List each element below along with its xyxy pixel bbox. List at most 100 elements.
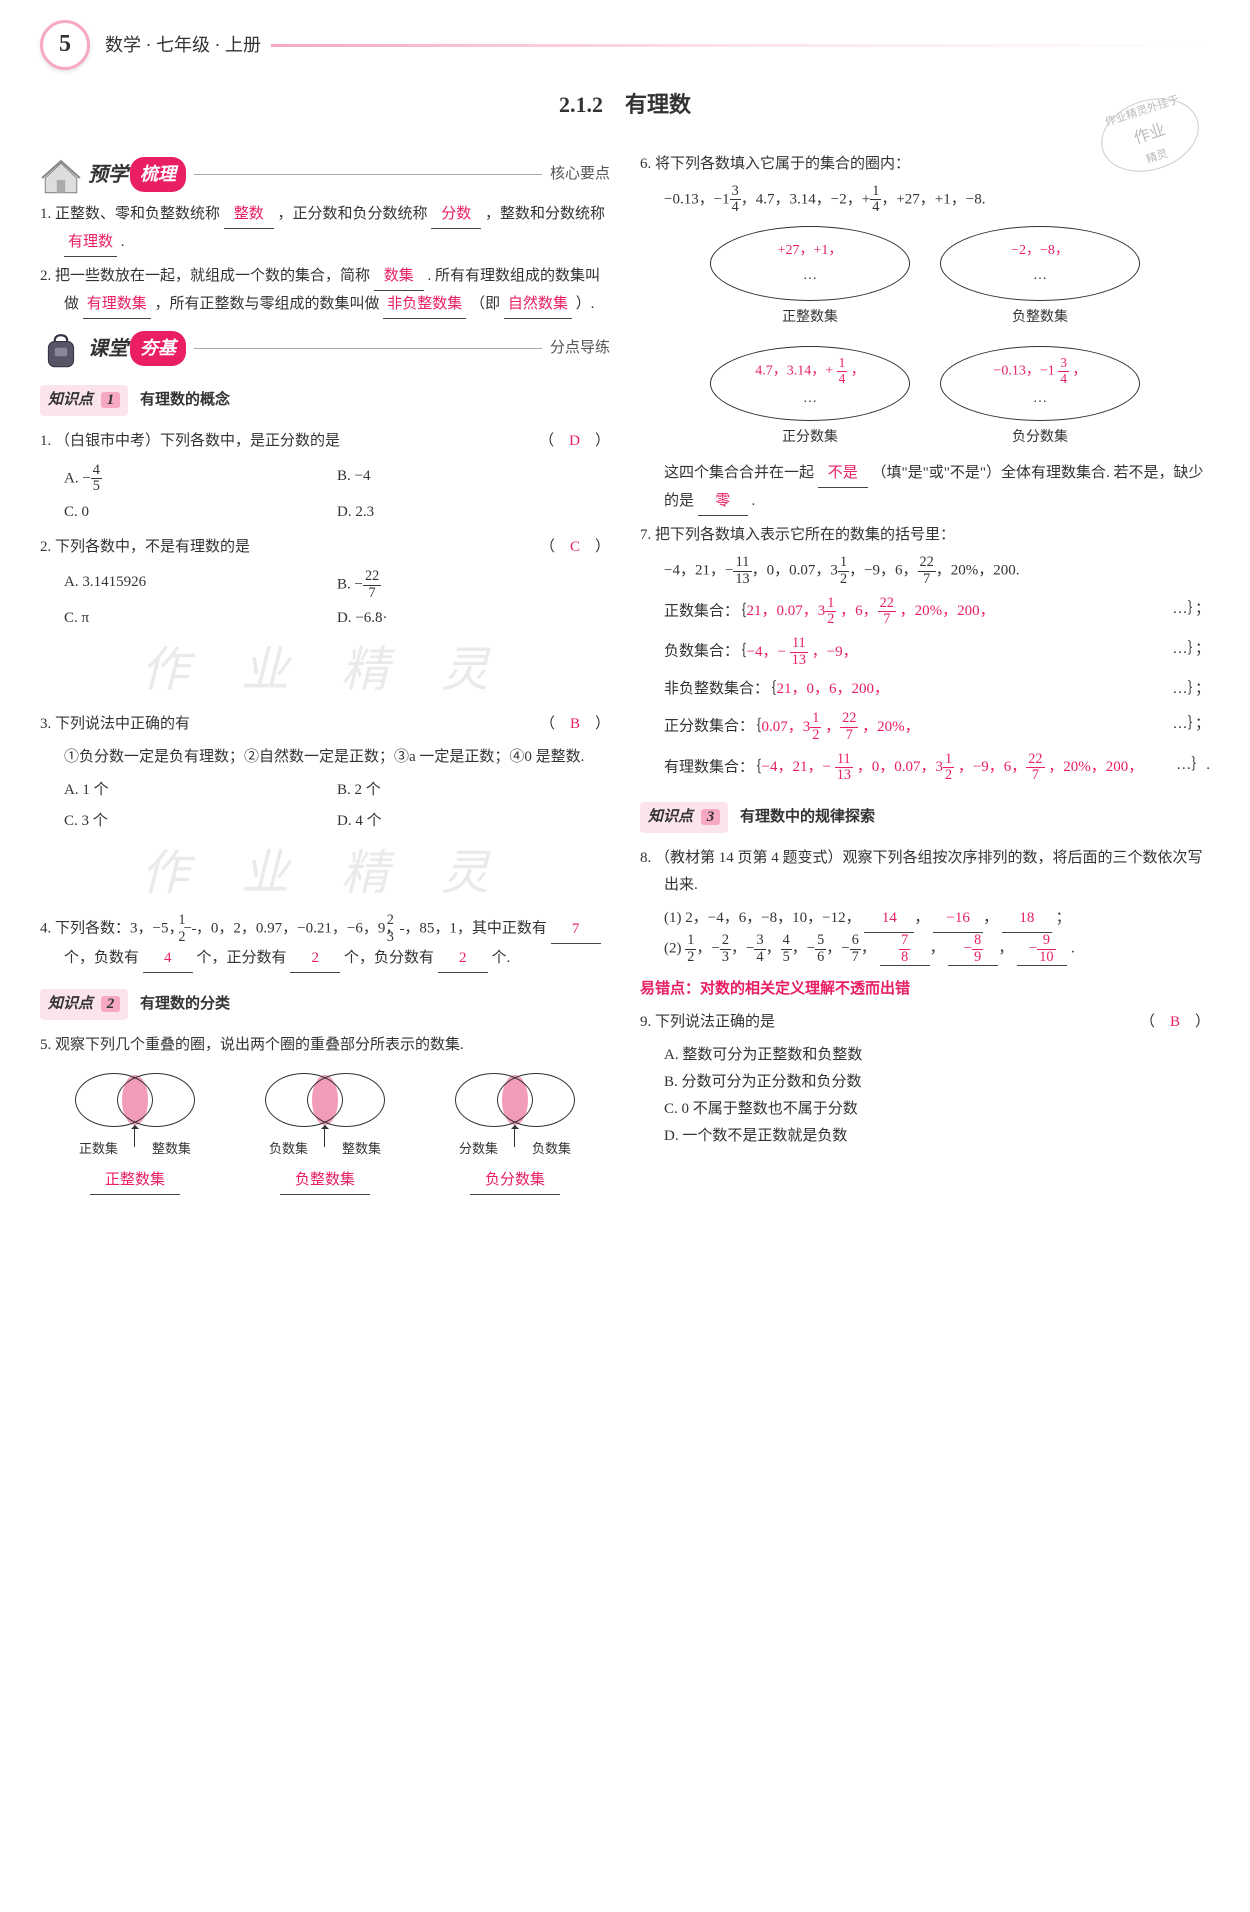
text: 个，负分数有 [344, 950, 434, 966]
q3-statements: ①负分数一定是负有理数；②自然数一定是正数；③a 一定是正数；④0 是整数. [40, 744, 610, 771]
option-c: C. 3 个 [64, 806, 337, 837]
venn-item: 分数集负数集 负分数集 [445, 1067, 585, 1194]
kp-badge: 知识点 3 [640, 802, 728, 833]
section-title: 2.1.2 有理数 [40, 85, 1210, 125]
text: ； [1056, 910, 1071, 926]
venn-item: 负数集整数集 负整数集 [255, 1067, 395, 1194]
heading-main: 预学 [88, 157, 128, 193]
answer-blank: 不是 [818, 460, 868, 488]
answer-blank: −89 [948, 933, 998, 966]
preview-heading: 预学 梳理 核心要点 [40, 157, 610, 193]
two-column-layout: 预学 梳理 核心要点 1. 正整数、零和负整数统称 整数 ，正分数和负分数统称 … [40, 145, 1210, 1203]
header-rule [271, 44, 1210, 47]
text: （即 [470, 296, 500, 312]
oval-set: −0.13，−1 34 ，…负分数集 [940, 346, 1140, 450]
error-note: 易错点：对数的相关定义理解不透而出错 [640, 976, 1210, 1003]
knowledge-point-2: 知识点 2 有理数的分类 [40, 979, 610, 1026]
answer: B [1170, 1014, 1180, 1030]
answer-blank: 零 [698, 488, 748, 516]
set-line: 正分数集合：｛0.07，312 ，227 ，20%，…｝； [640, 711, 1210, 743]
q7-sets: 正数集合：｛21，0.07，312 ，6，227 ，20%，200，…｝；负数集… [640, 596, 1210, 784]
option-d: D. −6.8·· [337, 603, 610, 634]
oval-set: 4.7，3.14，+ 14 ，…正分数集 [710, 346, 910, 450]
option-a: A. −45 [64, 461, 337, 497]
answer-blank: 4 [143, 945, 193, 973]
pre-question-1: 1. 正整数、零和负整数统称 整数 ，正分数和负分数统称 分数 ，整数和分数统称… [40, 201, 610, 257]
kp-label: 知识点 [648, 809, 693, 825]
kp-label: 知识点 [48, 996, 93, 1012]
q3-options: A. 1 个 B. 2 个 C. 3 个 D. 4 个 [40, 775, 610, 837]
knowledge-point-3: 知识点 3 有理数中的规律探索 [640, 792, 1210, 839]
question-8: 8. （教材第 14 页第 4 题变式）观察下列各组按次序排列的数，将后面的三个… [640, 845, 1210, 899]
option-a: A. 整数可分为正整数和负整数 [640, 1042, 1210, 1069]
answer-blank: 2 [438, 945, 488, 973]
q1-options: A. −45 B. −4 C. 0 D. 2.3 [40, 461, 610, 528]
question-6: 6. 将下列各数填入它属于的集合的圈内： [640, 151, 1210, 178]
answer-blank: 数集 [374, 263, 424, 291]
question-2: 2. 下列各数中，不是有理数的是 （ C ） [40, 534, 610, 561]
venn-diagrams: 正数集整数集 正整数集 负数集整数集 负整数集 分数集负数集 负分数集 [40, 1067, 610, 1194]
text: ，正分数和负分数统称 [278, 206, 428, 222]
text: 个，正分数有 [197, 950, 287, 966]
answer-blank: 有理数 [64, 229, 117, 257]
heading-sub: 分点导练 [550, 335, 610, 362]
house-icon [40, 157, 82, 193]
heading-pill: 夯基 [130, 331, 186, 365]
option-b: B. 2 个 [337, 775, 610, 806]
text: 个，负数有 [64, 950, 139, 966]
text: 1. 正整数、零和负整数统称 [40, 206, 220, 222]
answer-blank: −910 [1017, 933, 1067, 966]
kp-title: 有理数中的规律探索 [740, 809, 875, 825]
answer-blank: 78 [880, 933, 930, 966]
text: 2. 把一些数放在一起，就组成一个数的集合，简称 [40, 268, 370, 284]
q6-tail: 这四个集合合并在一起 不是 （填"是"或"不是"）全体有理数集合. 若不是，缺少… [640, 460, 1210, 516]
oval-set: −2，−8，…负整数集 [940, 226, 1140, 330]
heading-line [194, 174, 542, 175]
text: (1) 2，−4，6，−8，10，−12， [664, 910, 861, 926]
text: 这四个集合合并在一起 [664, 465, 814, 481]
set-line: 有理数集合：｛−4，21，− 1113 ，0，0.07，312 ，−9，6，22… [640, 752, 1210, 784]
heading-pill: 梳理 [130, 157, 186, 191]
question-5: 5. 观察下列几个重叠的圈，说出两个圈的重叠部分所表示的数集. [40, 1032, 610, 1059]
question-1: 1. （白银市中考）下列各数中，是正分数的是 （ D ） [40, 428, 610, 455]
stem: 9. 下列说法正确的是 [640, 1014, 775, 1030]
answer-blank: 分数 [431, 201, 481, 229]
answer: D [569, 433, 580, 449]
answer-blank: 有理数集 [83, 291, 151, 319]
option-a: A. 1 个 [64, 775, 337, 806]
page-number-badge: 5 [40, 20, 90, 70]
answer-blank: 14 [864, 905, 914, 933]
text: 个. [492, 950, 511, 966]
knowledge-point-1: 知识点 1 有理数的概念 [40, 375, 610, 422]
kp-num: 3 [701, 809, 721, 825]
q8-p1: (1) 2，−4，6，−8，10，−12， 14， −16， 18 ； [640, 905, 1210, 933]
option-d: D. 一个数不是正数就是负数 [640, 1123, 1210, 1150]
option-b: B. −4 [337, 461, 610, 497]
option-b: B. 分数可分为正分数和负分数 [640, 1069, 1210, 1096]
text: ，所有正整数与零组成的数集叫做 [155, 296, 380, 312]
option-d: D. 4 个 [337, 806, 610, 837]
watermark: 作 业 精 灵 [40, 628, 610, 714]
question-3: 3. 下列说法中正确的有 （ B ） [40, 711, 610, 738]
heading-line [194, 348, 542, 349]
kp-badge: 知识点 1 [40, 385, 128, 416]
question-7: 7. 把下列各数填入表示它所在的数集的括号里： [640, 522, 1210, 549]
backpack-icon [40, 331, 82, 367]
left-column: 预学 梳理 核心要点 1. 正整数、零和负整数统称 整数 ，正分数和负分数统称 … [40, 145, 610, 1203]
option-c: C. π [64, 603, 337, 634]
answer-blank: 非负整数集 [383, 291, 466, 319]
stem: 3. 下列说法中正确的有 [40, 716, 190, 732]
kp-title: 有理数的概念 [140, 392, 230, 408]
answer-blank: −16 [933, 905, 983, 933]
classwork-heading: 课堂 夯基 分点导练 [40, 331, 610, 367]
oval-set: +27，+1，…正整数集 [710, 226, 910, 330]
kp-label: 知识点 [48, 392, 93, 408]
answer-blank: 18 [1002, 905, 1052, 933]
venn-item: 正数集整数集 正整数集 [65, 1067, 205, 1194]
question-4: 4. 下列各数：3，−5，−12，0，2，0.97，−0.21，−6，9，23，… [40, 913, 610, 973]
heading-main: 课堂 [88, 331, 128, 367]
text: . [1071, 941, 1075, 957]
kp-title: 有理数的分类 [140, 996, 230, 1012]
q6-numbers: −0.13，−134，4.7，3.14，−2，+14，+27，+1，−8. [640, 184, 1210, 216]
set-line: 正数集合：｛21，0.07，312 ，6，227 ，20%，200，…｝； [640, 596, 1210, 628]
